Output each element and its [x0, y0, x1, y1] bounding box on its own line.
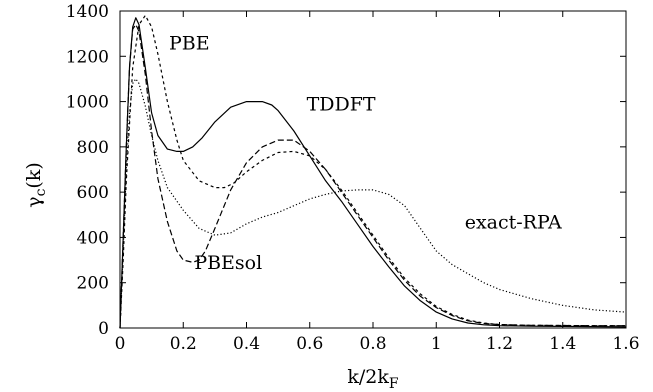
- x-tick-label: 0.6: [296, 334, 323, 354]
- y-tick-label: 800: [77, 138, 109, 158]
- y-tick-label: 1200: [66, 47, 109, 67]
- x-tick-label: 1.6: [612, 334, 639, 354]
- y-tick-label: 1000: [66, 93, 109, 113]
- y-axis-label: γc(k): [23, 162, 49, 208]
- series-line-tddft: [119, 17, 627, 329]
- y-axis-ticks: 0 200 400 600 800 1000 1200 1400: [66, 2, 626, 339]
- series-layer: [119, 14, 627, 329]
- x-tick-label: 0.4: [233, 334, 260, 354]
- annotation-layer: PBE TDDFT PBEsol exact-RPA: [169, 32, 562, 274]
- y-tick-label: 600: [77, 183, 109, 203]
- x-axis-ticks: 0 0.2 0.4 0.6 0.8 1 1.2 1.4 1.6: [115, 11, 640, 354]
- series-label-pbe: PBE: [169, 32, 210, 54]
- series-label-tddft: TDDFT: [307, 94, 376, 116]
- series-line-pbesol: [119, 24, 626, 329]
- x-tick-label: 0.8: [359, 334, 386, 354]
- x-axis-label: k/2kF: [347, 366, 399, 392]
- y-tick-label: 1400: [66, 2, 109, 22]
- series-line-exact-rpa: [119, 78, 627, 329]
- series-label-pbesol: PBEsol: [194, 252, 262, 274]
- y-tick-label: 400: [77, 228, 109, 248]
- x-tick-label: 1.4: [549, 334, 576, 354]
- plot-frame: [119, 10, 627, 329]
- y-tick-label: 0: [98, 319, 109, 339]
- series-label-exact-rpa: exact-RPA: [465, 211, 562, 233]
- series-line-pbe: [119, 14, 626, 329]
- x-tick-label: 0.2: [170, 334, 197, 354]
- x-tick-label: 0: [115, 334, 126, 354]
- x-tick-label: 1.2: [486, 334, 513, 354]
- y-tick-label: 200: [77, 274, 109, 294]
- x-tick-label: 1: [431, 334, 442, 354]
